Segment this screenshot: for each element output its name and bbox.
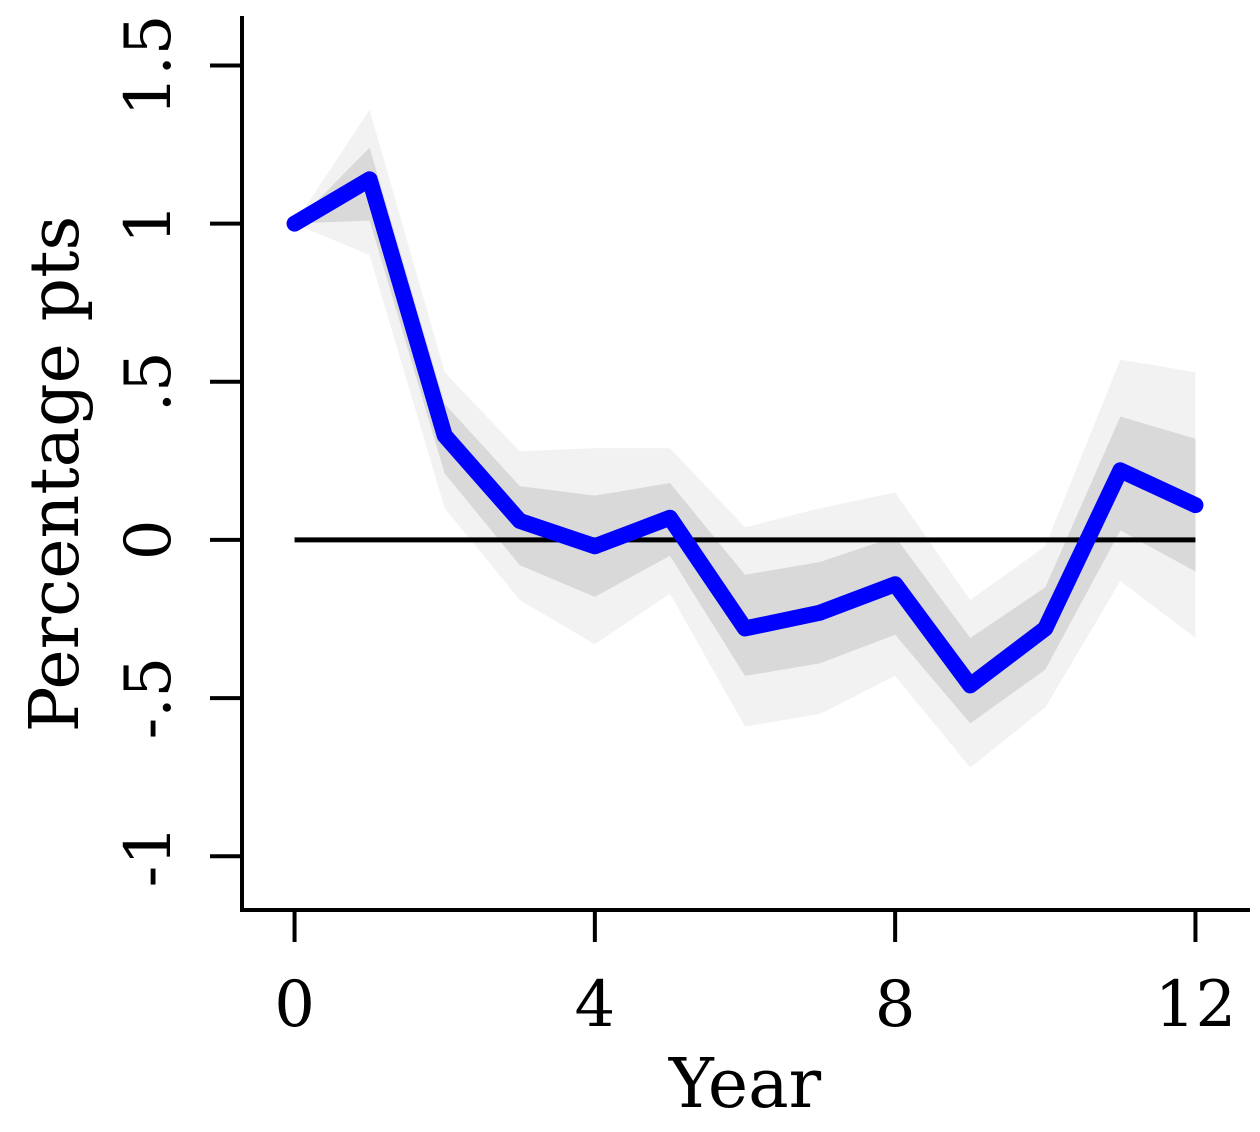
- y-axis-ticks: -1 -.5 0 .5 1 1.5: [112, 15, 242, 887]
- axes: [240, 16, 1250, 912]
- y-tick-label: 1.5: [112, 15, 186, 117]
- y-tick-label: .5: [112, 351, 186, 412]
- y-tick-label: -1: [112, 825, 186, 887]
- x-tick-label: 12: [1155, 968, 1236, 1042]
- series-line-0: [286, 171, 1204, 694]
- y-axis-title: Percentage pts: [16, 216, 95, 733]
- y-tick-label: 1: [112, 203, 186, 244]
- confidence-band-outer: [294, 109, 1196, 768]
- series-group: [286, 171, 1204, 694]
- x-tick-label: 8: [875, 968, 916, 1042]
- x-tick-label: 0: [274, 968, 315, 1042]
- x-axis-title: Year: [668, 1045, 822, 1124]
- confidence-bands: [294, 109, 1196, 768]
- x-axis-ticks: 0 4 8 12: [274, 910, 1236, 1042]
- x-tick-label: 4: [574, 968, 615, 1042]
- y-tick-label: -.5: [112, 657, 186, 740]
- y-tick-label: 0: [112, 520, 186, 561]
